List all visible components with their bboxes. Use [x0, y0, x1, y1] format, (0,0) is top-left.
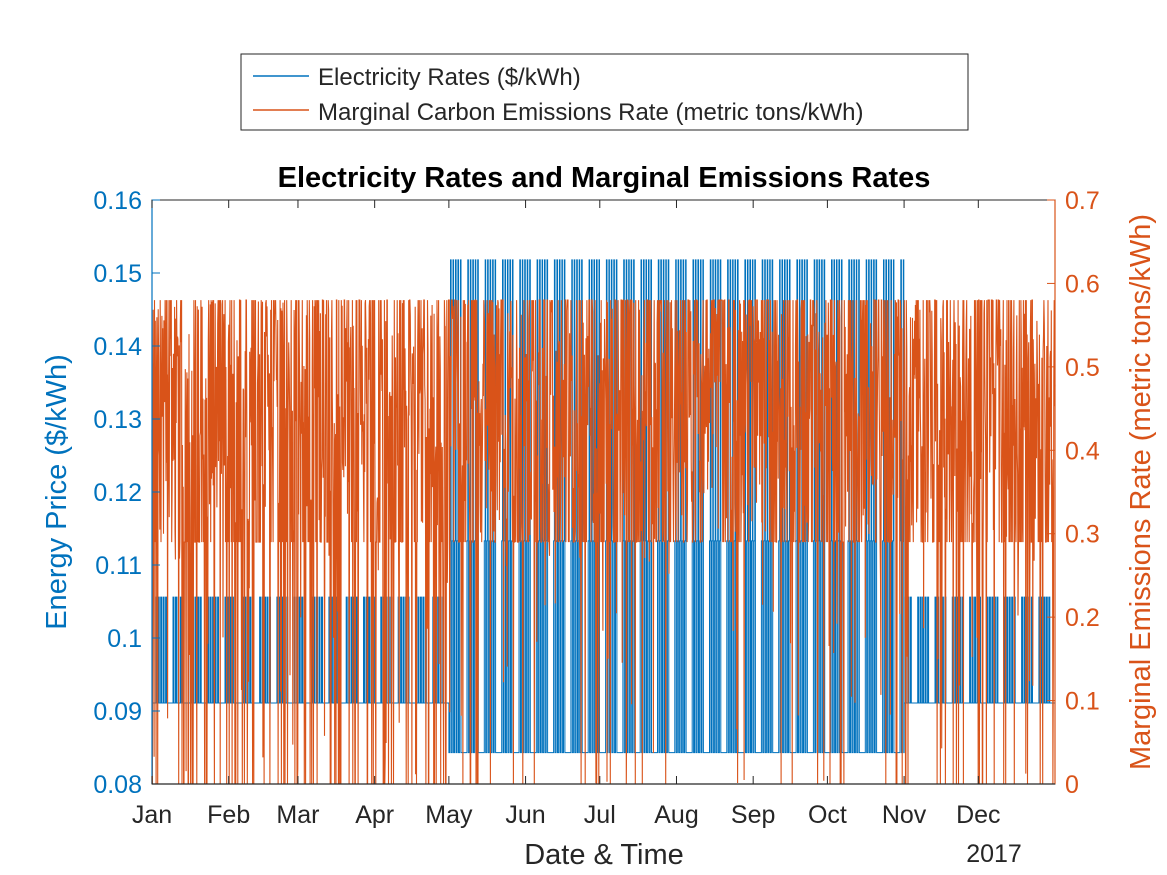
- x-tick-label-mar: Mar: [276, 801, 319, 829]
- x-tick-label-jul: Jul: [584, 801, 616, 829]
- left-y-tick-label: 0.15: [93, 260, 142, 288]
- right-y-tick-label: 0.7: [1065, 187, 1100, 215]
- legend-frame: [240, 53, 969, 131]
- left-y-tick-label: 0.08: [93, 771, 142, 799]
- left-y-tick-label: 0.13: [93, 406, 142, 434]
- right-y-tick-label: 0.3: [1065, 521, 1100, 549]
- x-tick-label-apr: Apr: [355, 801, 394, 829]
- left-y-tick-label: 0.14: [93, 333, 142, 361]
- right-y-axis-label: Marginal Emissions Rate (metric tons/kWh…: [1125, 214, 1157, 770]
- x-tick-label-jun: Jun: [505, 801, 545, 829]
- x-tick-label-aug: Aug: [654, 801, 698, 829]
- x-tick-label-sep: Sep: [731, 801, 775, 829]
- left-y-tick-label: 0.12: [93, 479, 142, 507]
- right-y-tick-label: 0.1: [1065, 688, 1100, 716]
- legend: Electricity Rates ($/kWh) Marginal Carbo…: [240, 53, 969, 131]
- right-y-tick-label: 0.5: [1065, 354, 1100, 382]
- chart-title: Electricity Rates and Marginal Emissions…: [278, 162, 931, 194]
- left-y-axis-label: Energy Price ($/kWh): [41, 354, 73, 630]
- left-y-tick-label: 0.16: [93, 187, 142, 215]
- x-tick-label-feb: Feb: [207, 801, 250, 829]
- legend-label-electricity: Electricity Rates ($/kWh): [318, 64, 581, 91]
- right-y-tick-label: 0.6: [1065, 270, 1100, 298]
- x-tick-label-may: May: [425, 801, 473, 829]
- right-y-tick-label: 0.2: [1065, 604, 1100, 632]
- x-tick-label-nov: Nov: [882, 801, 927, 829]
- x-axis-label: Date & Time: [524, 839, 684, 871]
- x-axis: Jan Feb Mar Apr May Jun Jul Aug Sep Oct Nov Dec: [132, 200, 1055, 829]
- left-y-tick-label: 0.11: [95, 552, 142, 580]
- right-y-tick-label: 0.4: [1065, 437, 1100, 465]
- x-axis-year-label: 2017: [966, 840, 1022, 868]
- x-tick-label-dec: Dec: [956, 801, 1000, 829]
- legend-label-emissions: Marginal Carbon Emissions Rate (metric t…: [318, 99, 864, 126]
- left-y-axis: 0.08 0.09 0.1 0.11 0.12 0.13 0.14 0.15 0.16: [93, 187, 160, 799]
- x-tick-label-jan: Jan: [132, 801, 172, 829]
- right-y-axis: 0 0.1 0.2 0.3 0.4 0.5 0.6 0.7: [1047, 187, 1100, 799]
- x-tick-label-oct: Oct: [808, 801, 847, 829]
- left-y-tick-label: 0.09: [93, 698, 142, 726]
- left-y-tick-label: 0.1: [107, 625, 142, 653]
- right-y-tick-label: 0: [1065, 771, 1079, 799]
- marginal-emissions-line: [151, 299, 1056, 785]
- series-marginal-emissions: [151, 299, 1056, 785]
